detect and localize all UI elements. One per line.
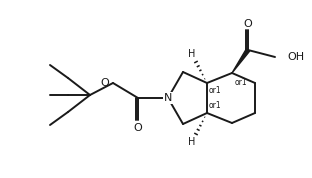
Text: or1: or1 bbox=[209, 86, 222, 95]
Text: O: O bbox=[134, 123, 142, 133]
Text: O: O bbox=[244, 19, 252, 29]
Text: OH: OH bbox=[287, 52, 304, 62]
Text: N: N bbox=[164, 93, 172, 103]
Text: H: H bbox=[188, 49, 196, 59]
Text: O: O bbox=[100, 78, 109, 88]
Text: or1: or1 bbox=[209, 101, 222, 110]
Text: or1: or1 bbox=[235, 78, 248, 87]
Polygon shape bbox=[232, 49, 250, 73]
Text: H: H bbox=[188, 137, 196, 147]
